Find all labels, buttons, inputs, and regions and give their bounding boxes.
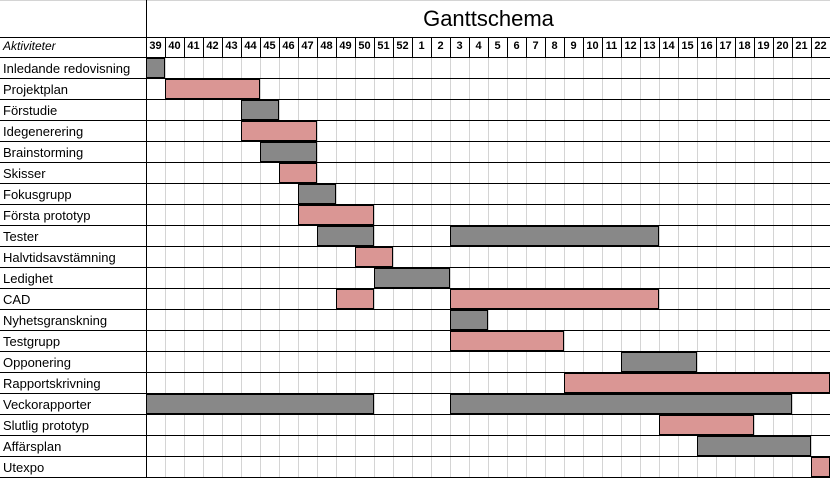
gantt-bar (697, 436, 811, 456)
gantt-bar (241, 121, 317, 141)
gantt-bar (450, 331, 564, 351)
gantt-bar (450, 289, 659, 309)
task-label: Skisser (3, 166, 46, 181)
task-label: Testgrupp (3, 334, 61, 349)
task-label: Ledighet (3, 271, 53, 286)
gantt-bar (450, 226, 659, 246)
gantt-bar (298, 205, 374, 225)
task-label: Rapportskrivning (3, 376, 101, 391)
gantt-bar (374, 268, 450, 288)
week-label: 13 (643, 40, 656, 52)
week-label: 14 (662, 40, 675, 52)
week-label: 52 (396, 40, 409, 52)
week-label: 48 (320, 40, 333, 52)
gantt-bar (146, 58, 165, 78)
gantt-bar (450, 394, 792, 414)
week-label: 44 (244, 40, 257, 52)
week-label: 42 (206, 40, 219, 52)
week-label: 18 (738, 40, 751, 52)
task-label: Brainstorming (3, 145, 84, 160)
gantt-bar (621, 352, 697, 372)
task-label: Affärsplan (3, 439, 62, 454)
week-label: 5 (494, 40, 501, 52)
week-label: 40 (168, 40, 181, 52)
week-label: 17 (719, 40, 732, 52)
gantt-bar (811, 457, 830, 477)
gantt-bar (146, 394, 374, 414)
gantt-bar (450, 310, 488, 330)
gantt-bar (355, 247, 393, 267)
gantt-bar (241, 100, 279, 120)
task-label: Inledande redovisning (3, 61, 131, 76)
week-label: 3 (456, 40, 463, 52)
task-label: Slutlig prototyp (3, 418, 89, 433)
task-label: CAD (3, 292, 31, 307)
week-label: 2 (437, 40, 444, 52)
task-label: Opponering (3, 355, 71, 370)
week-label: 20 (776, 40, 789, 52)
chart-title: Ganttschema (423, 6, 554, 31)
task-label: Första prototyp (3, 208, 91, 223)
task-label: Idegenerering (3, 124, 84, 139)
task-label: Förstudie (3, 103, 58, 118)
task-label: Fokusgrupp (3, 187, 72, 202)
week-label: 9 (570, 40, 577, 52)
week-label: 50 (358, 40, 371, 52)
week-label: 16 (700, 40, 713, 52)
week-label: 47 (301, 40, 314, 52)
gantt-bar (260, 142, 317, 162)
task-label: Veckorapporter (3, 397, 92, 412)
week-label: 10 (586, 40, 599, 52)
week-label: 11 (605, 40, 618, 52)
week-label: 15 (681, 40, 694, 52)
week-label: 41 (187, 40, 200, 52)
gantt-bar (279, 163, 317, 183)
gantt-bar (659, 415, 754, 435)
week-label: 51 (377, 40, 390, 52)
week-label: 49 (339, 40, 352, 52)
week-label: 6 (513, 40, 520, 52)
week-label: 7 (532, 40, 539, 52)
gantt-bar (298, 184, 336, 204)
week-label: 21 (795, 40, 808, 52)
gantt-bar (336, 289, 374, 309)
activities-header: Aktiviteter (3, 39, 56, 53)
week-label: 39 (149, 40, 162, 52)
week-label: 45 (263, 40, 276, 52)
task-label: Nyhetsgranskning (3, 313, 108, 328)
week-label: 43 (225, 40, 238, 52)
week-label: 12 (624, 40, 637, 52)
week-label: 22 (814, 40, 827, 52)
task-label: Utexpo (3, 460, 45, 475)
week-label: 46 (282, 40, 295, 52)
gantt-bar (564, 373, 830, 393)
week-label: 4 (475, 40, 482, 52)
task-label: Projektplan (3, 82, 69, 97)
week-label: 1 (418, 40, 425, 52)
task-label: Tester (3, 229, 39, 244)
gantt-bar (317, 226, 374, 246)
gantt-bar (165, 79, 260, 99)
task-label: Halvtidsavstämning (3, 250, 116, 265)
week-label: 8 (551, 40, 558, 52)
week-label: 19 (757, 40, 770, 52)
